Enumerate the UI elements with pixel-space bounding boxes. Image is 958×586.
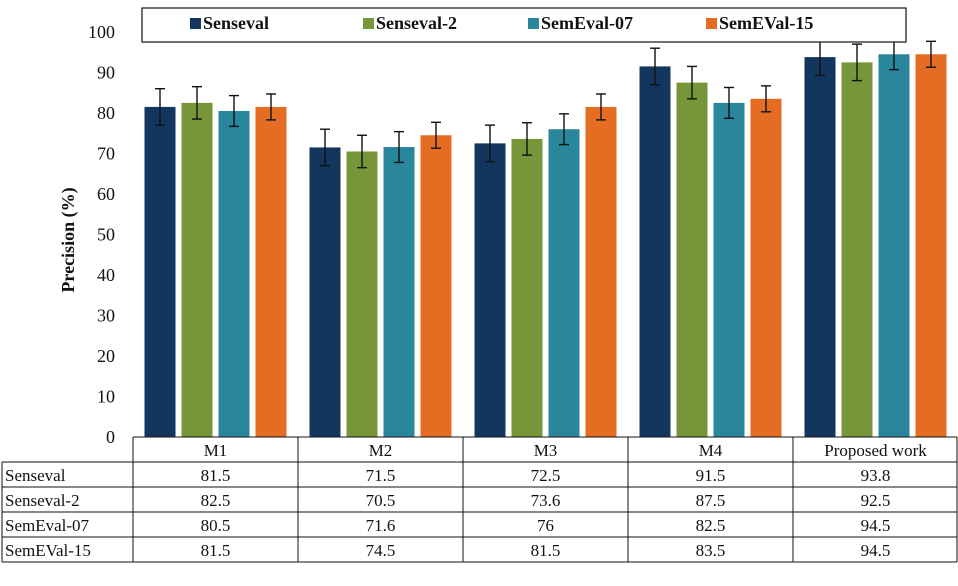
table-cell: 83.5 <box>696 541 726 560</box>
bar <box>676 82 708 437</box>
table-cell: 74.5 <box>366 541 396 560</box>
bar <box>585 106 617 438</box>
y-tick-label: 0 <box>106 427 115 447</box>
table-cell: 93.8 <box>861 466 891 485</box>
table-cell: 92.5 <box>861 491 891 510</box>
table-cell: 70.5 <box>366 491 396 510</box>
table-cell: 71.6 <box>366 516 396 535</box>
table-cell: 87.5 <box>696 491 726 510</box>
table-cell: 80.5 <box>201 516 231 535</box>
bar <box>181 102 213 437</box>
table-cell: 82.5 <box>201 491 231 510</box>
table-cell: 94.5 <box>861 541 891 560</box>
y-tick-label: 90 <box>97 63 115 83</box>
category-label: Proposed work <box>824 441 927 460</box>
table-cell: 94.5 <box>861 516 891 535</box>
data-table: M1 M2 M3 M4 Proposed work Senseval 81.5 71.5 72.… <box>1 436 958 563</box>
bar <box>639 66 671 438</box>
legend-label: Senseval <box>203 13 269 33</box>
legend-swatch <box>363 18 374 29</box>
error-bars-group <box>155 38 936 169</box>
bar <box>144 106 176 438</box>
table-series-label: Senseval <box>5 466 66 485</box>
table-series-label: SemEVal-15 <box>5 541 91 560</box>
legend-label: Senseval-2 <box>376 13 457 33</box>
y-tick-label: 40 <box>97 265 115 285</box>
y-tick-label: 50 <box>97 225 115 245</box>
bar <box>548 129 580 437</box>
category-label: M1 <box>204 441 228 460</box>
y-tick-label: 70 <box>97 144 115 164</box>
bar <box>878 54 910 438</box>
bar <box>841 62 873 437</box>
table-cell: 81.5 <box>201 466 231 485</box>
legend-swatch <box>706 18 717 29</box>
y-axis-ticks: 0 10 20 30 40 50 60 70 80 90 100 <box>88 22 115 447</box>
category-label: M2 <box>369 441 393 460</box>
bar <box>255 106 287 438</box>
legend-label: SemEval-07 <box>541 13 633 33</box>
bar <box>750 98 782 437</box>
y-tick-label: 30 <box>97 306 115 326</box>
table-cell: 91.5 <box>696 466 726 485</box>
bar <box>474 143 506 437</box>
bar <box>383 147 415 437</box>
legend-swatch <box>190 18 201 29</box>
bar <box>309 147 341 438</box>
bar <box>713 102 745 437</box>
legend-box <box>141 7 907 43</box>
legend-label: SemEVal-15 <box>719 13 813 33</box>
category-label: M3 <box>534 441 558 460</box>
table-cell: 72.5 <box>531 466 561 485</box>
legend: Senseval Senseval-2 SemEval-07 SemEVal-15 <box>141 7 907 43</box>
bars-group <box>144 54 947 438</box>
table-cell: 82.5 <box>696 516 726 535</box>
y-tick-label: 100 <box>88 22 115 42</box>
bar <box>804 57 836 438</box>
bar <box>915 54 947 438</box>
table-cell: 76 <box>537 516 554 535</box>
bar <box>218 110 250 437</box>
y-tick-label: 80 <box>97 103 115 123</box>
table-cell: 81.5 <box>531 541 561 560</box>
bar <box>420 135 452 437</box>
table-cell: 71.5 <box>366 466 396 485</box>
y-tick-label: 20 <box>97 346 115 366</box>
y-tick-label: 60 <box>97 184 115 204</box>
table-series-label: SemEval-07 <box>5 516 90 535</box>
category-label: M4 <box>699 441 723 460</box>
table-cell: 73.6 <box>531 491 561 510</box>
y-axis-label: Precision (%) <box>58 187 79 292</box>
table-series-label: Senseval-2 <box>5 491 80 510</box>
legend-swatch <box>528 18 539 29</box>
bar <box>346 151 378 437</box>
table-cell: 81.5 <box>201 541 231 560</box>
y-tick-label: 10 <box>97 387 115 407</box>
bar <box>511 138 543 438</box>
